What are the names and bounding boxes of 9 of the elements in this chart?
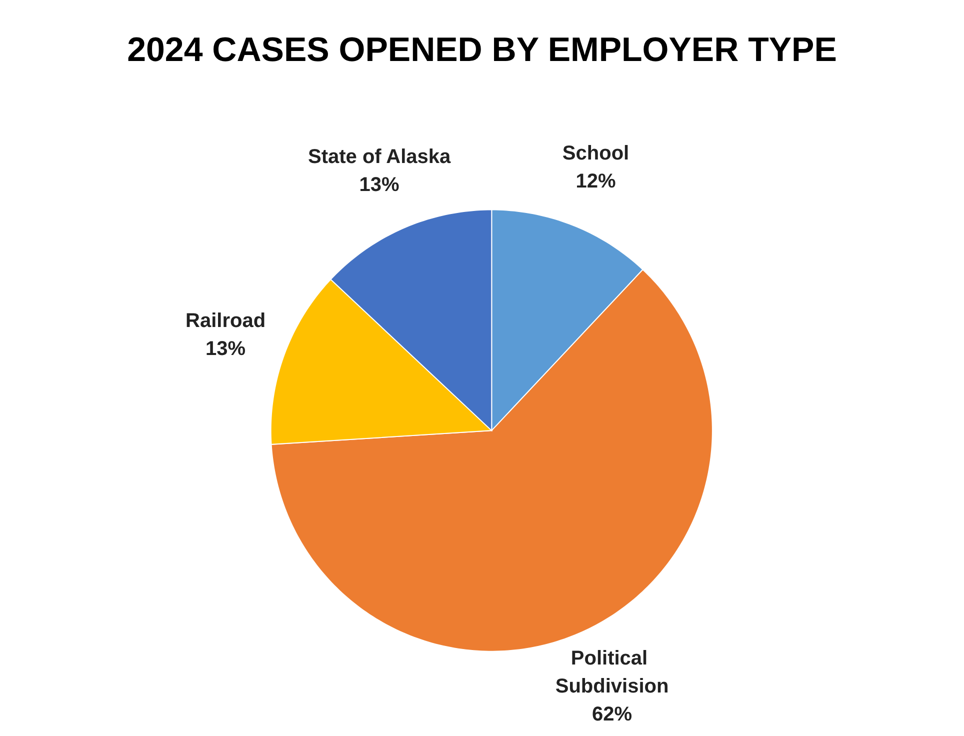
slice-label: Political Subdivision bbox=[555, 647, 669, 698]
chart-title: 2024 CASES OPENED BY EMPLOYER TYPE bbox=[127, 31, 837, 69]
slice-label: Railroad bbox=[186, 310, 266, 332]
data-label: 12% bbox=[576, 170, 616, 193]
data-label: 13% bbox=[359, 174, 400, 196]
data-label: 62% bbox=[592, 703, 632, 726]
data-label: 13% bbox=[206, 338, 246, 360]
slice-label: School bbox=[562, 142, 630, 165]
slice-label: State of Alaska bbox=[308, 146, 452, 168]
